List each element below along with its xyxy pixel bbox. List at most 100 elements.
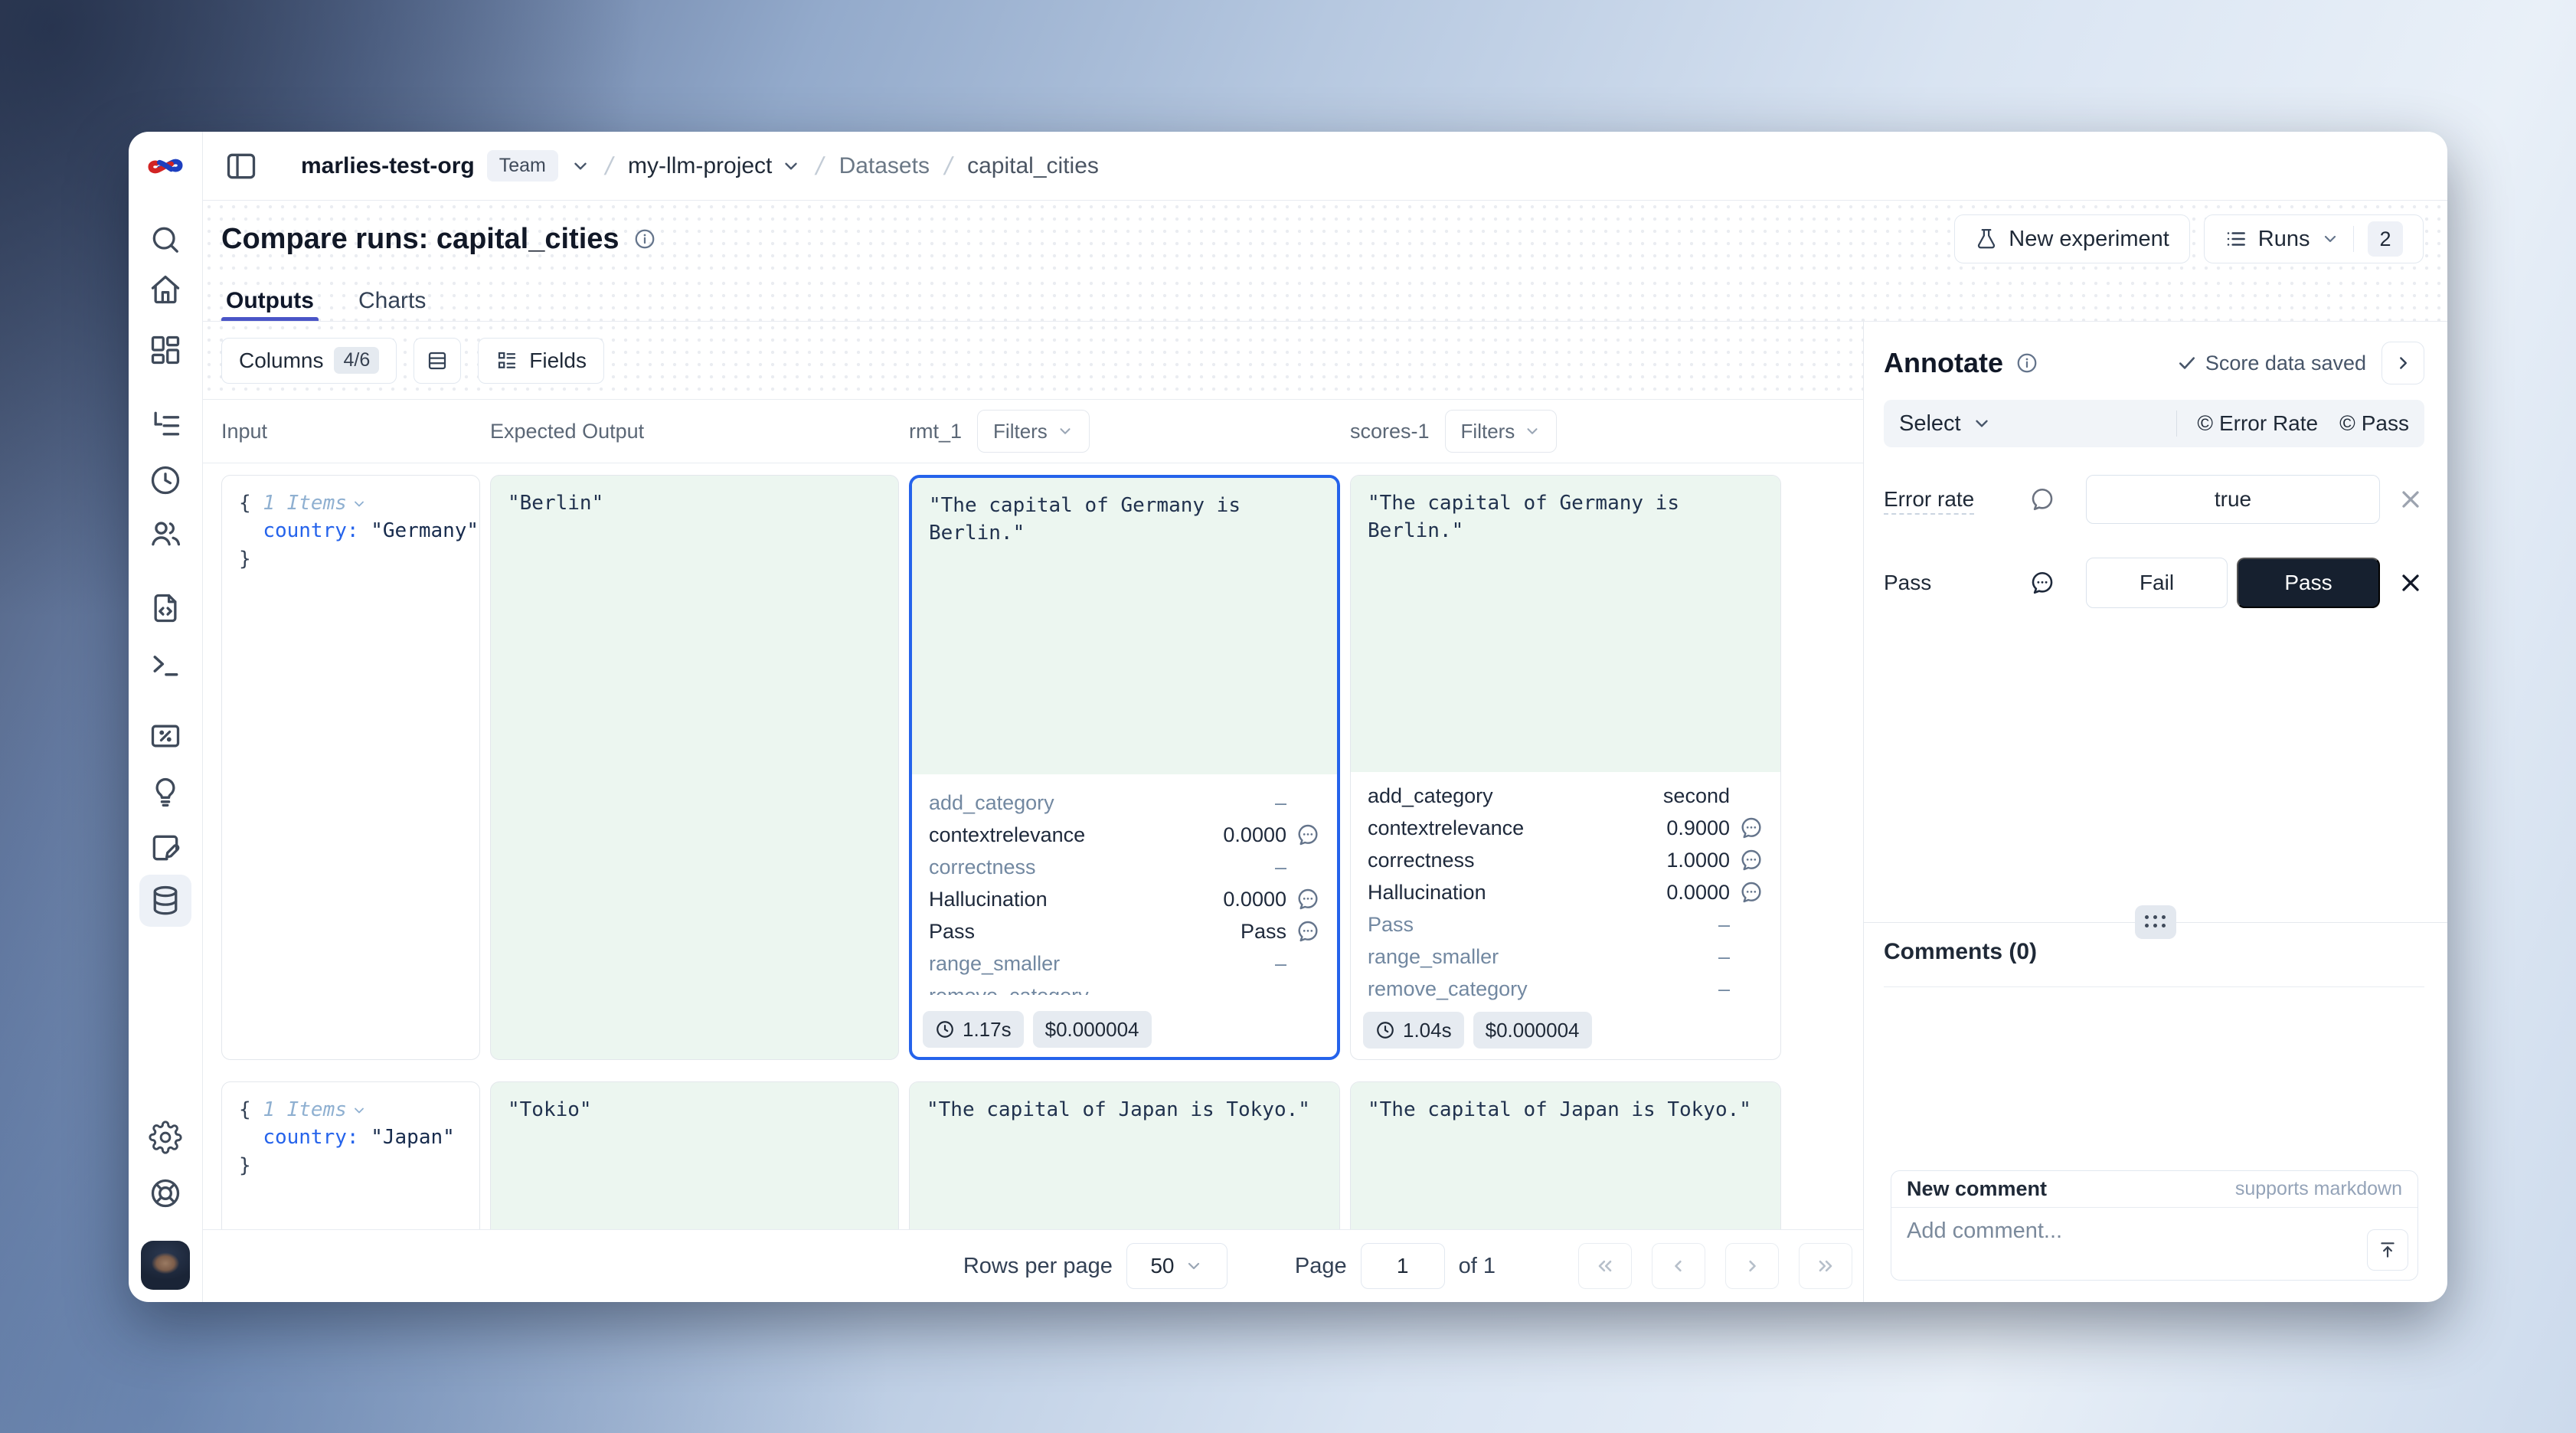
first-page-button[interactable] — [1578, 1243, 1632, 1289]
score-config-select[interactable]: Select — [1899, 411, 1992, 437]
sidebar-prompts-icon[interactable] — [139, 582, 191, 634]
next-page-button[interactable] — [1725, 1243, 1779, 1289]
submit-comment-button[interactable] — [2367, 1229, 2408, 1271]
score-name: add_category — [929, 790, 1054, 814]
run1-output-cell-selected[interactable]: "The capital of Germany is Berlin." add_… — [909, 475, 1340, 1060]
tab-outputs[interactable]: Outputs — [221, 277, 319, 321]
info-icon[interactable] — [633, 227, 656, 250]
sidebar-home-icon[interactable] — [139, 263, 191, 316]
sidebar-annotation-queues-icon[interactable] — [139, 822, 191, 874]
error-rate-value-input[interactable] — [2086, 475, 2380, 524]
org-name: marlies-test-org — [301, 152, 475, 178]
page-number-input[interactable] — [1360, 1243, 1445, 1289]
input-cell[interactable]: { 1 Items country: "Germany" } — [221, 475, 480, 1060]
flask-icon — [1978, 229, 1996, 249]
chevron-down-icon — [1975, 420, 1988, 427]
columns-count-badge: 4/6 — [334, 347, 380, 374]
breadcrumb-org[interactable]: marlies-test-org Team — [301, 150, 590, 182]
comment-bubble-dots-icon[interactable] — [2029, 570, 2063, 596]
fail-option-button[interactable]: Fail — [2086, 558, 2228, 608]
sidebar-settings-icon[interactable] — [139, 1111, 191, 1163]
score-comment-icon[interactable] — [1739, 880, 1764, 905]
chevron-down-icon — [574, 162, 587, 169]
chevron-left-icon — [1675, 1260, 1682, 1272]
rows-per-page-select[interactable]: 50 — [1126, 1243, 1228, 1289]
sidebar-evaluators-icon[interactable] — [139, 766, 191, 818]
score-comment-icon[interactable] — [1739, 848, 1764, 872]
score-value: – — [1718, 977, 1730, 1000]
score-row: range_smaller – — [929, 947, 1320, 980]
clear-error-rate-icon[interactable] — [2397, 486, 2424, 513]
score-name: Hallucination — [1368, 880, 1486, 904]
org-plan-badge: Team — [486, 150, 558, 182]
sidebar-tracing-icon[interactable] — [139, 398, 191, 450]
score-chip-pass[interactable]: © Pass — [2339, 411, 2409, 435]
sidebar-support-icon[interactable] — [139, 1167, 191, 1219]
breadcrumb-separator: / — [813, 151, 827, 180]
previous-page-button[interactable] — [1652, 1243, 1705, 1289]
info-icon[interactable] — [2015, 352, 2038, 375]
runs-button[interactable]: Runs 2 — [2203, 214, 2424, 263]
collapse-chevron-icon[interactable] — [351, 496, 367, 512]
sidebar-search-icon[interactable] — [139, 214, 191, 266]
score-list: add_category – contextrelevance 0.0000 c… — [912, 774, 1337, 995]
breadcrumb-dataset-name[interactable]: capital_cities — [967, 152, 1099, 178]
expected-output-cell[interactable]: "Berlin" — [490, 475, 899, 1060]
score-row: Pass Pass — [929, 915, 1320, 947]
page-header: Compare runs: capital_cities New experim… — [203, 201, 2447, 277]
collapse-chevron-icon[interactable] — [351, 1103, 367, 1118]
sidebar-toggle-icon[interactable] — [224, 149, 258, 183]
columns-button[interactable]: Columns 4/6 — [221, 337, 397, 384]
input-cell[interactable]: { 1 Items country: "Japan" } — [221, 1081, 480, 1229]
clear-pass-icon[interactable] — [2397, 569, 2424, 597]
run2-filters-button[interactable]: Filters — [1444, 410, 1558, 453]
run1-filters-button[interactable]: Filters — [977, 410, 1090, 453]
score-comment-icon[interactable] — [1296, 887, 1320, 911]
pass-option-button[interactable]: Pass — [2237, 558, 2380, 608]
panel-resize-handle[interactable] — [2135, 905, 2176, 939]
run2-output-cell[interactable]: "The capital of Japan is Tokyo." — [1350, 1081, 1781, 1229]
score-chip-error-rate[interactable]: © Error Rate — [2197, 411, 2319, 435]
fields-button[interactable]: Fields — [478, 337, 604, 384]
chevron-down-icon — [1188, 1262, 1200, 1270]
table-row: { 1 Items country: "Japan" } "Tokio" "Th… — [203, 1081, 1863, 1229]
run1-output-cell[interactable]: "The capital of Japan is Tokyo." — [909, 1081, 1340, 1229]
score-chip-icon: © — [2197, 411, 2213, 435]
sidebar-sessions-icon[interactable] — [139, 454, 191, 506]
last-page-button[interactable] — [1799, 1243, 1852, 1289]
score-value: – — [1718, 912, 1730, 936]
score-comment-icon[interactable] — [1296, 919, 1320, 944]
user-avatar[interactable] — [141, 1241, 190, 1290]
breadcrumb-separator: / — [603, 151, 616, 180]
chevrons-left-icon — [1598, 1260, 1612, 1272]
row-height-button[interactable] — [414, 337, 462, 384]
divider — [2176, 411, 2178, 437]
score-row: remove_category – — [929, 980, 1320, 996]
score-comment-icon[interactable] — [1739, 816, 1764, 840]
org-logo-knot-icon[interactable] — [148, 149, 183, 184]
breadcrumb-datasets[interactable]: Datasets — [839, 152, 930, 178]
sidebar-scores-icon[interactable] — [139, 710, 191, 762]
clock-icon — [1377, 1022, 1394, 1039]
score-name: remove_category — [929, 984, 1089, 996]
tab-charts[interactable]: Charts — [358, 287, 427, 313]
expected-output-cell[interactable]: "Tokio" — [490, 1081, 899, 1229]
comment-textarea[interactable] — [1891, 1208, 2417, 1280]
run2-output-cell[interactable]: "The capital of Germany is Berlin." add_… — [1350, 475, 1781, 1060]
sidebar-dashboards-icon[interactable] — [139, 324, 191, 376]
sidebar-playground-icon[interactable] — [139, 638, 191, 690]
score-name: Pass — [1368, 912, 1414, 936]
comment-bubble-icon[interactable] — [2029, 486, 2063, 512]
new-experiment-button[interactable]: New experiment — [1954, 214, 2190, 263]
score-name: Hallucination — [929, 887, 1048, 911]
sidebar-datasets-icon[interactable] — [139, 875, 191, 927]
fields-icon — [499, 352, 516, 368]
chevron-right-icon — [2400, 357, 2407, 369]
breadcrumb-project[interactable]: my-llm-project — [628, 153, 801, 179]
sidebar-users-icon[interactable] — [139, 508, 191, 560]
table-body: { 1 Items country: "Germany" } "Berlin" … — [203, 463, 1863, 1229]
error-rate-label: Error rate — [1884, 487, 1975, 511]
score-comment-icon[interactable] — [1296, 823, 1320, 847]
score-value: 1.0000 — [1666, 848, 1730, 872]
next-record-button[interactable] — [2381, 342, 2424, 384]
